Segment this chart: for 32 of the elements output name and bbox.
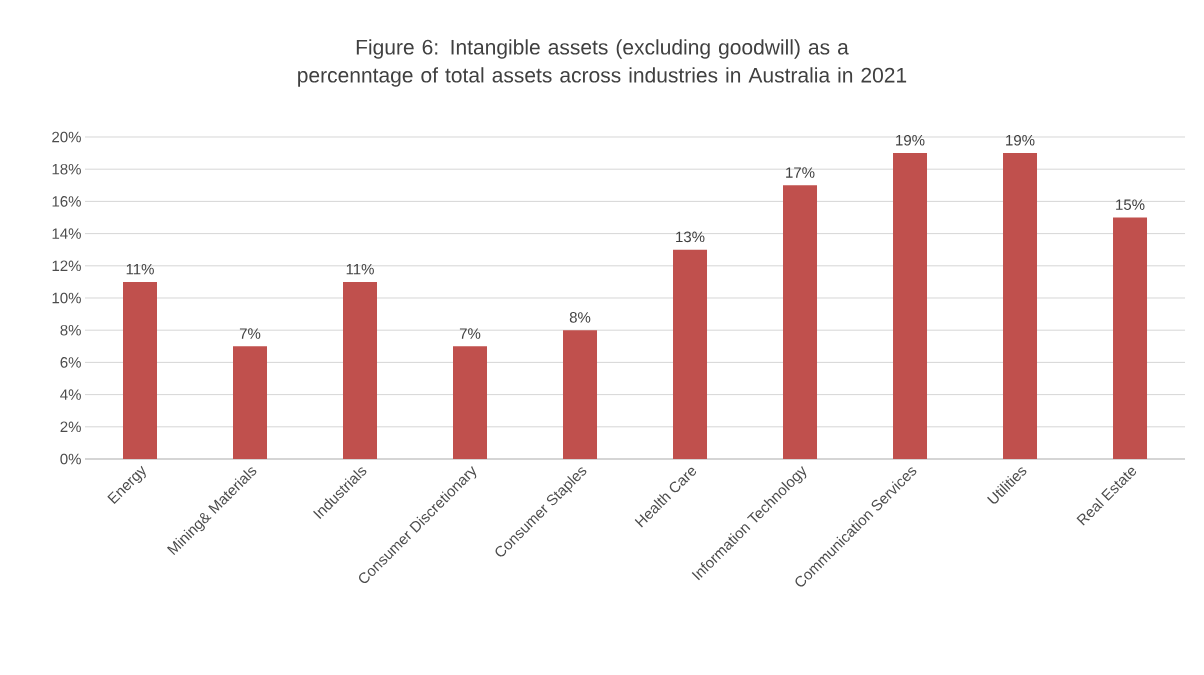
- chart-title: Figure 6: Intangible assets (excluding goodwill) as a percenntage of total assets across industries in Australia in 2021: [298, 39, 907, 87]
- bar: [1113, 217, 1148, 459]
- data-label: 8%: [569, 312, 591, 323]
- bar: [233, 346, 267, 459]
- y-tick-label: 0%: [60, 453, 81, 465]
- data-label: 15%: [1116, 199, 1145, 210]
- y-tick-label: 4%: [60, 389, 81, 400]
- bar: [673, 249, 708, 459]
- y-tick-label: 16%: [52, 196, 81, 207]
- y-tick-label: 8%: [60, 324, 81, 336]
- bar: [1003, 153, 1038, 459]
- data-label: 11%: [126, 263, 154, 275]
- bar: [453, 346, 487, 459]
- bar: [783, 185, 818, 459]
- bar: [893, 153, 928, 459]
- y-tick-label: 2%: [60, 421, 81, 433]
- y-tick-label: 14%: [52, 228, 81, 239]
- y-tick-label: 20%: [52, 131, 81, 143]
- data-label: 7%: [459, 328, 481, 339]
- y-tick-label: 18%: [52, 163, 81, 175]
- bar: [123, 281, 157, 459]
- data-label: 19%: [896, 134, 925, 146]
- data-label: 7%: [239, 328, 261, 339]
- data-label: 19%: [1006, 134, 1035, 146]
- bar: [343, 281, 377, 459]
- y-tick-label: 12%: [52, 260, 81, 272]
- bar: [563, 330, 598, 459]
- data-label: 13%: [676, 231, 705, 243]
- y-tick-label: 6%: [60, 357, 81, 368]
- y-tick-label: 10%: [52, 292, 81, 304]
- data-label: 11%: [346, 263, 374, 275]
- data-label: 17%: [786, 167, 815, 178]
